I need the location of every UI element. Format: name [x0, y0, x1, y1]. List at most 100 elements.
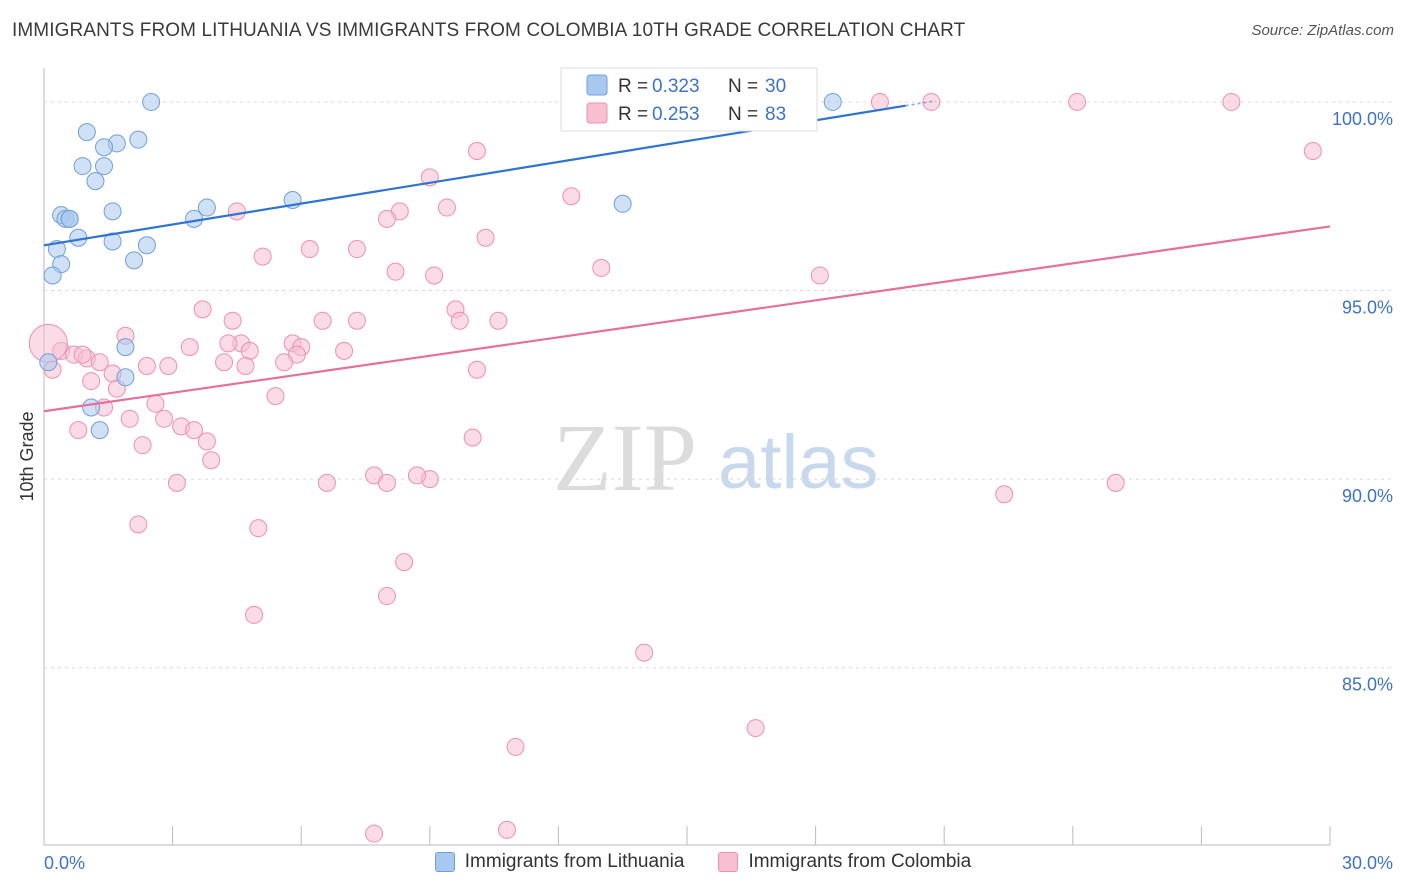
colombia-point	[562, 187, 581, 206]
lithuania-point	[82, 398, 101, 417]
lithuania-trend-extension	[905, 100, 936, 107]
legend-n-label: N =	[728, 76, 758, 97]
legend-r-label: R =	[618, 76, 648, 97]
colombia-point	[245, 605, 264, 624]
colombia-point	[489, 311, 508, 330]
x-tick-label: 30.0%	[1342, 853, 1393, 873]
colombia-point	[180, 338, 199, 357]
series-legend: Immigrants from Lithuania Immigrants fro…	[0, 851, 1406, 873]
legend-item-lithuania: Immigrants from Lithuania	[434, 851, 685, 873]
colombia-point	[746, 719, 765, 738]
axes	[43, 68, 1331, 846]
stats-legend: R = 0.323 N = 30 R = 0.253 N = 83	[560, 67, 818, 132]
colombia-point	[215, 353, 234, 372]
lithuania-point	[137, 236, 156, 255]
lithuania-point	[103, 202, 122, 221]
lithuania-point	[43, 266, 62, 285]
legend-swatch-colombia	[718, 852, 739, 872]
colombia-point	[463, 428, 482, 447]
lithuania-point	[197, 198, 216, 217]
colombia-point	[386, 262, 405, 281]
colombia-point	[240, 341, 259, 360]
colombia-point	[275, 353, 294, 372]
lithuania-point	[90, 421, 109, 440]
colombia-point	[193, 300, 212, 319]
y-axis-label: 10th Grade	[17, 411, 37, 501]
colombia-point	[146, 394, 165, 413]
legend-n-value-colombia: 83	[765, 104, 786, 125]
lithuania-point	[39, 353, 58, 372]
colombia-point	[407, 466, 426, 485]
lithuania-point	[103, 232, 122, 251]
colombia-point	[506, 737, 525, 756]
colombia-point	[335, 341, 354, 360]
colombia-trend-line	[43, 225, 1331, 413]
legend-item-colombia: Immigrants from Colombia	[718, 851, 971, 873]
colombia-point	[300, 240, 319, 259]
colombia-point	[223, 311, 242, 330]
lithuania-points	[39, 92, 842, 440]
colombia-point	[450, 311, 469, 330]
lithuania-point	[77, 123, 96, 142]
colombia-point	[266, 387, 285, 406]
colombia-point	[810, 266, 829, 285]
colombia-point	[592, 258, 611, 277]
colombia-point	[995, 485, 1014, 504]
colombia-point	[365, 824, 384, 843]
colombia-point	[69, 421, 88, 440]
colombia-point	[313, 311, 332, 330]
source-credit: Source: ZipAtlas.com	[1251, 22, 1394, 39]
grid-lines	[44, 101, 1395, 669]
legend-n-value-lithuania: 30	[765, 76, 786, 97]
colombia-point	[155, 409, 174, 428]
lithuania-point	[86, 172, 105, 191]
lithuania-point	[129, 130, 148, 149]
colombia-point	[197, 432, 216, 451]
colombia-point	[317, 473, 336, 492]
legend-r-value-colombia: 0.253	[652, 104, 700, 125]
legend-n-label: N =	[728, 104, 758, 125]
legend-swatch-lithuania	[586, 74, 608, 96]
colombia-point	[425, 266, 444, 285]
legend-label-lithuania: Immigrants from Lithuania	[464, 851, 685, 872]
colombia-point	[82, 372, 101, 391]
colombia-point	[497, 820, 516, 839]
colombia-point	[1222, 92, 1241, 111]
colombia-point	[227, 202, 246, 221]
colombia-point	[249, 519, 268, 538]
legend-swatch-colombia	[586, 102, 608, 124]
legend-r-value-lithuania: 0.323	[652, 76, 700, 97]
colombia-point	[253, 247, 272, 266]
colombia-point	[73, 345, 92, 364]
lithuania-point	[73, 157, 92, 176]
lithuania-point	[613, 194, 632, 213]
y-tick-label: 100.0%	[1332, 109, 1393, 129]
colombia-point	[1068, 92, 1087, 111]
chart-title: IMMIGRANTS FROM LITHUANIA VS IMMIGRANTS …	[12, 20, 966, 41]
colombia-point	[395, 553, 414, 572]
lithuania-point	[185, 209, 204, 228]
colombia-point	[1106, 473, 1125, 492]
lithuania-point	[116, 338, 135, 357]
lithuania-point	[823, 92, 842, 111]
colombia-point	[635, 643, 654, 662]
colombia-point	[377, 209, 396, 228]
colombia-point	[377, 473, 396, 492]
watermark-zip: ZIP	[553, 404, 697, 511]
colombia-point	[1303, 141, 1322, 160]
colombia-point	[467, 360, 486, 379]
colombia-point	[159, 356, 178, 375]
colombia-point	[476, 228, 495, 247]
colombia-point	[202, 451, 221, 470]
colombia-point	[90, 353, 109, 372]
colombia-point	[167, 473, 186, 492]
colombia-point	[347, 240, 366, 259]
lithuania-point	[95, 138, 114, 157]
watermark-atlas: atlas	[718, 420, 879, 505]
legend-label-colombia: Immigrants from Colombia	[748, 851, 972, 872]
y-tick-label: 85.0%	[1342, 675, 1393, 695]
colombia-point	[120, 409, 139, 428]
colombia-point	[129, 515, 148, 534]
lithuania-point	[125, 251, 144, 270]
